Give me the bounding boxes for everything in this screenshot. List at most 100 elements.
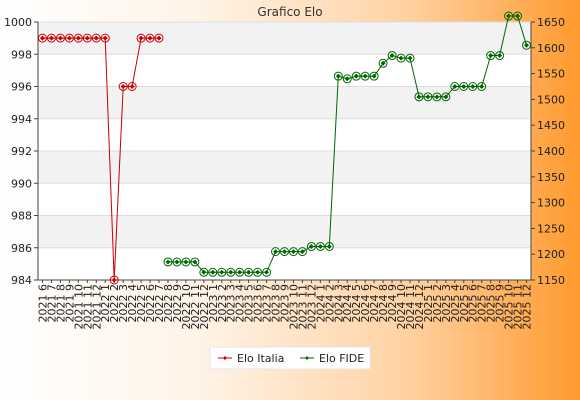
data-marker-elo-fide xyxy=(425,94,431,100)
data-point-elo-fide xyxy=(369,71,379,81)
data-marker-elo-fide xyxy=(452,84,458,89)
data-marker-elo-fide xyxy=(228,269,234,275)
legend-marker-elo-italia xyxy=(223,356,227,360)
x-tick-label: 2021 12 xyxy=(90,284,103,330)
grid-band xyxy=(38,22,531,55)
y-tick-label-right: 1250 xyxy=(537,222,565,235)
x-tick-label: 2024 1 xyxy=(314,284,327,323)
data-marker-elo-fide xyxy=(443,94,449,100)
x-tick-label: 2022 4 xyxy=(126,284,139,323)
data-point-elo-fide xyxy=(199,267,209,277)
x-tick-label: 2024 5 xyxy=(350,284,363,323)
x-tick-label: 2024 12 xyxy=(413,284,426,330)
data-marker-elo-fide xyxy=(380,60,386,66)
data-marker-elo-fide xyxy=(353,73,359,79)
data-point-elo-fide xyxy=(280,247,289,257)
x-tick-label: 2023 11 xyxy=(296,284,309,330)
x-tick-label: 2024 11 xyxy=(404,284,417,330)
data-point-elo-fide xyxy=(477,82,487,91)
data-marker-elo-fide xyxy=(416,94,422,100)
legend-label-elo-fide: Elo FIDE xyxy=(319,352,364,365)
data-marker-elo-fide xyxy=(255,269,261,275)
data-point-elo-fide xyxy=(172,257,182,267)
y-tick-label-left: 996 xyxy=(11,81,32,94)
data-point-elo-fide xyxy=(306,241,316,251)
x-tick-label: 2021 6 xyxy=(36,284,49,323)
data-marker-elo-italia xyxy=(147,35,153,41)
data-point-elo-fide xyxy=(414,92,424,102)
data-marker-elo-fide xyxy=(282,249,287,255)
data-point-elo-fide xyxy=(208,267,218,277)
x-tick-label: 2025 11 xyxy=(512,284,525,330)
data-point-elo-fide xyxy=(423,92,433,102)
data-marker-elo-italia xyxy=(156,35,162,41)
x-tick-label: 2025 5 xyxy=(458,284,471,323)
x-tick-label: 2024 3 xyxy=(332,284,345,323)
data-marker-elo-fide xyxy=(317,243,323,249)
x-tick-label: 2022 11 xyxy=(189,284,202,330)
data-point-elo-fide xyxy=(288,247,298,257)
x-tick-label: 2023 2 xyxy=(216,284,229,323)
y-tick-label-right: 1150 xyxy=(537,274,565,287)
data-point-elo-fide xyxy=(324,241,334,251)
data-point-elo-fide xyxy=(378,58,388,68)
data-point-elo-fide xyxy=(181,257,191,267)
data-marker-elo-fide xyxy=(434,94,440,100)
data-marker-elo-fide xyxy=(389,53,395,59)
data-point-elo-fide xyxy=(351,71,361,81)
data-marker-elo-italia xyxy=(111,277,117,283)
data-marker-elo-fide xyxy=(371,73,377,79)
data-point-elo-fide xyxy=(333,71,343,81)
data-point-elo-italia xyxy=(37,33,47,43)
grid-band xyxy=(38,215,531,248)
x-tick-label: 2024 2 xyxy=(323,284,336,323)
legend-box xyxy=(209,346,371,370)
y-tick-label-left: 992 xyxy=(11,145,32,158)
x-tick-label: 2025 8 xyxy=(485,284,498,323)
data-marker-elo-fide xyxy=(524,42,530,48)
data-point-elo-italia xyxy=(136,33,146,43)
data-marker-elo-fide xyxy=(362,73,368,79)
data-point-elo-fide xyxy=(432,92,442,102)
x-tick-label: 2025 3 xyxy=(440,284,453,323)
data-marker-elo-fide xyxy=(273,249,279,255)
x-tick-label: 2023 6 xyxy=(252,284,265,323)
data-point-elo-italia xyxy=(145,33,155,43)
y-tick-label-right: 1400 xyxy=(537,145,565,158)
data-marker-elo-fide xyxy=(219,269,225,275)
x-tick-label: 2024 9 xyxy=(386,284,399,323)
y-tick-label-right: 1200 xyxy=(537,248,565,261)
data-point-elo-italia xyxy=(73,33,83,43)
x-tick-label: 2025 10 xyxy=(503,284,516,330)
data-marker-elo-fide xyxy=(497,53,503,59)
data-marker-elo-fide xyxy=(299,249,305,255)
y-tick-label-left: 986 xyxy=(11,242,32,255)
data-marker-elo-fide xyxy=(470,84,476,89)
x-tick-label: 2025 12 xyxy=(521,284,534,330)
x-tick-label: 2024 10 xyxy=(395,284,408,330)
x-tick-label: 2022 5 xyxy=(135,284,148,323)
data-marker-elo-fide xyxy=(201,269,207,275)
x-tick-label: 2024 6 xyxy=(359,284,372,323)
data-point-elo-fide xyxy=(486,51,496,61)
x-tick-label: 2023 7 xyxy=(261,284,274,323)
x-tick-label: 2023 1 xyxy=(207,284,220,323)
x-tick-label: 2021 11 xyxy=(81,284,94,330)
data-point-elo-fide xyxy=(360,71,370,81)
data-marker-elo-fide xyxy=(488,53,494,59)
data-marker-elo-fide xyxy=(515,13,521,19)
data-point-elo-fide xyxy=(495,51,505,61)
y-tick-label-left: 994 xyxy=(11,113,32,126)
legend-label-elo-italia: Elo Italia xyxy=(237,352,284,365)
x-tick-label: 2021 10 xyxy=(72,284,85,330)
y-tick-label-right: 1600 xyxy=(537,42,565,55)
x-tick-label: 2022 12 xyxy=(198,284,211,330)
grid-band xyxy=(38,86,531,119)
data-point-elo-italia xyxy=(82,33,92,43)
data-marker-elo-italia xyxy=(75,35,81,41)
x-tick-label: 2023 10 xyxy=(287,284,300,330)
data-marker-elo-fide xyxy=(506,13,512,19)
data-marker-elo-fide xyxy=(246,269,252,275)
